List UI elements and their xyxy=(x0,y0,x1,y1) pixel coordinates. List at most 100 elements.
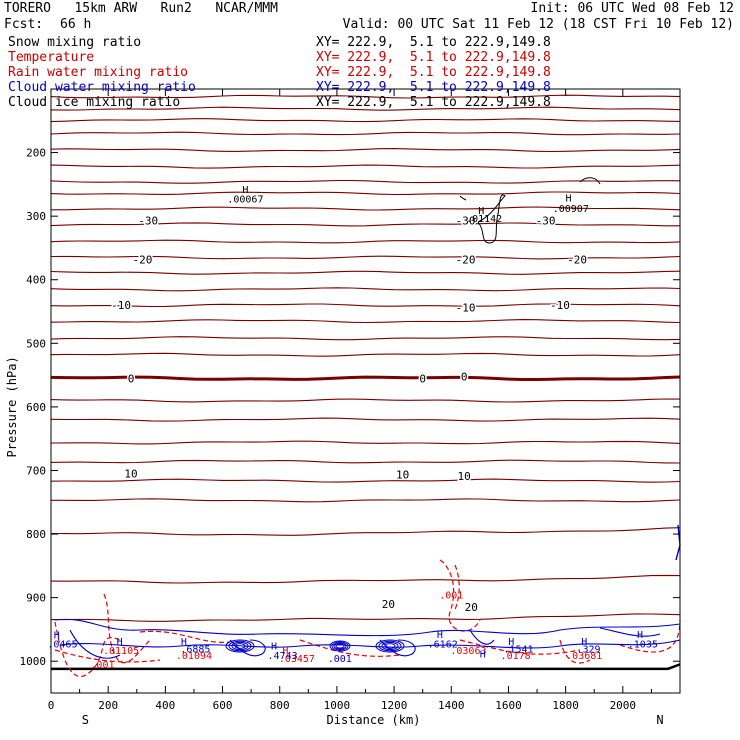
y-tick-label: 500 xyxy=(26,337,46,350)
isotherm-313 xyxy=(50,222,680,227)
y-tick-label: 1000 xyxy=(20,655,47,668)
temperature-label: -10 xyxy=(456,302,476,315)
cloud-contour xyxy=(54,618,681,637)
cloud-contour xyxy=(69,629,121,659)
model-title: TORERO 15km ARW Run2 NCAR/MMM xyxy=(4,1,278,16)
legend-rain-xy: XY= 222.9, 5.1 to 222.9,149.8 xyxy=(316,65,551,80)
cloud-core-ring xyxy=(375,639,405,653)
cloud-maximum-label: H xyxy=(581,637,587,648)
isotherm-264 xyxy=(50,191,681,196)
x-tick-label: 1800 xyxy=(552,699,579,712)
cloud-core-ring xyxy=(384,643,396,649)
isotherm-112 xyxy=(50,94,681,99)
temperature-contours xyxy=(50,94,681,671)
cloud-maximum-label: .1541 xyxy=(503,644,533,655)
isotherm-935 xyxy=(51,613,681,622)
contour-labels: -30 -30 -30 -20 -20 -20 -10 -10 -10 0 0 0 10 10 10 20 20… xyxy=(47,185,658,671)
temperature-label: -30 xyxy=(456,215,476,228)
temperature-label: -10 xyxy=(550,299,570,312)
temperature-label: 0 xyxy=(419,372,426,385)
temperature-label: -30 xyxy=(138,215,158,228)
cloud-core-ring xyxy=(378,640,402,652)
cloud-contour xyxy=(59,639,681,649)
rain-contour xyxy=(54,621,121,677)
rain-contours xyxy=(54,559,681,677)
isotherm-620 xyxy=(50,417,681,422)
rain-contour xyxy=(619,619,681,653)
legend-snow-xy: XY= 222.9, 5.1 to 222.9,149.8 xyxy=(316,35,551,50)
temperature-label: -20 xyxy=(133,253,153,266)
cloud-maximum-label: H xyxy=(637,630,643,641)
temperature-label: -20 xyxy=(456,253,476,266)
isotherm-492 xyxy=(50,336,681,341)
snow-maximum-label: .00067 xyxy=(227,194,263,205)
snow-maximum-label: H xyxy=(242,185,248,196)
temperature-label: -20 xyxy=(567,253,587,266)
x-axis-label: Distance (km) xyxy=(327,713,421,727)
isotherm-590 xyxy=(50,398,681,403)
cloud-maximum-label: H xyxy=(437,630,443,641)
x-tick-label: 1200 xyxy=(381,699,408,712)
cloud-maximum-label: H xyxy=(54,631,60,642)
cloud-maximum-label: H xyxy=(117,637,123,648)
cloud-maximum-label: H xyxy=(181,637,187,648)
south-end-label: S xyxy=(82,713,89,727)
cloud-maximum-label: .0465 xyxy=(47,639,77,650)
rain-maximum-label: .001 xyxy=(439,590,463,601)
rain-maximum-label: .03063 xyxy=(450,646,486,657)
temperature-label: -10 xyxy=(111,299,131,312)
isotherm-415 xyxy=(50,287,681,292)
temperature-label: 10 xyxy=(458,470,471,483)
y-tick-label: 800 xyxy=(26,528,46,541)
isotherm-440 xyxy=(50,303,681,308)
x-tick-label: 400 xyxy=(155,699,175,712)
rain-contour xyxy=(139,630,231,643)
isotherm-170 xyxy=(50,131,681,136)
cloud-water-contours xyxy=(54,524,681,659)
cloud-core-ring xyxy=(331,641,349,651)
cloud-maximum-label: .1035 xyxy=(628,639,658,650)
cloud-maximum-label: .001 xyxy=(328,654,352,665)
cloud-core-ring xyxy=(231,641,249,651)
snow-contour xyxy=(477,194,506,244)
cloud-contour-edge xyxy=(675,524,681,561)
cloud-core-ring xyxy=(381,641,399,651)
isotherm-196 xyxy=(50,148,681,153)
isotherm-555 xyxy=(50,375,681,381)
rain-maximum-label: .001 xyxy=(90,660,114,671)
isotherm-747 xyxy=(51,498,681,503)
cloud-maximum-label: .4743 xyxy=(268,651,298,662)
temperature-label: -30 xyxy=(536,215,556,228)
forecast-hours: 66 h xyxy=(60,17,92,32)
cloud-core-ring xyxy=(329,640,351,652)
cloud-core-ring xyxy=(335,643,345,649)
x-tick-label: 800 xyxy=(270,699,290,712)
legend-temperature-label: Temperature xyxy=(8,50,95,65)
legend-temperature-xy: XY= 222.9, 5.1 to 222.9,149.8 xyxy=(316,50,551,65)
cloud-maximum-label: .6162 xyxy=(428,639,458,650)
cloud-core-ring xyxy=(225,639,255,653)
snow-contours xyxy=(459,177,601,244)
rain-contour xyxy=(454,564,460,611)
temperature-label: 10 xyxy=(124,468,137,481)
y-axis-label: Pressure (hPa) xyxy=(5,356,19,457)
cloud-maximum-label: H xyxy=(480,650,486,661)
y-tick-label: 300 xyxy=(26,210,46,223)
cloud-core-ring xyxy=(234,643,246,649)
north-end-label: N xyxy=(656,713,663,727)
isotherm-246 xyxy=(50,179,681,184)
init-time: Init: 06 UTC Wed 08 Feb 12 xyxy=(530,1,735,16)
y-tick-label: 900 xyxy=(26,592,46,605)
x-tick-label: 1600 xyxy=(495,699,522,712)
y-tick-label: 700 xyxy=(26,464,46,477)
snow-contour xyxy=(459,195,467,201)
rain-maximum-label: .01094 xyxy=(176,651,212,662)
x-tick-label: 1000 xyxy=(324,699,351,712)
rain-contour xyxy=(103,593,151,664)
legend-cloud-ice-label: Cloud ice mixing ratio xyxy=(8,95,181,110)
temperature-label: 0 xyxy=(461,370,468,383)
ground-line xyxy=(51,663,681,671)
axes: 0 200 400 600 800 1000 1200 1400 1600 1800 2000200… xyxy=(5,88,681,727)
x-tick-label: 2000 xyxy=(610,699,637,712)
cloud-core-ring xyxy=(228,640,252,652)
